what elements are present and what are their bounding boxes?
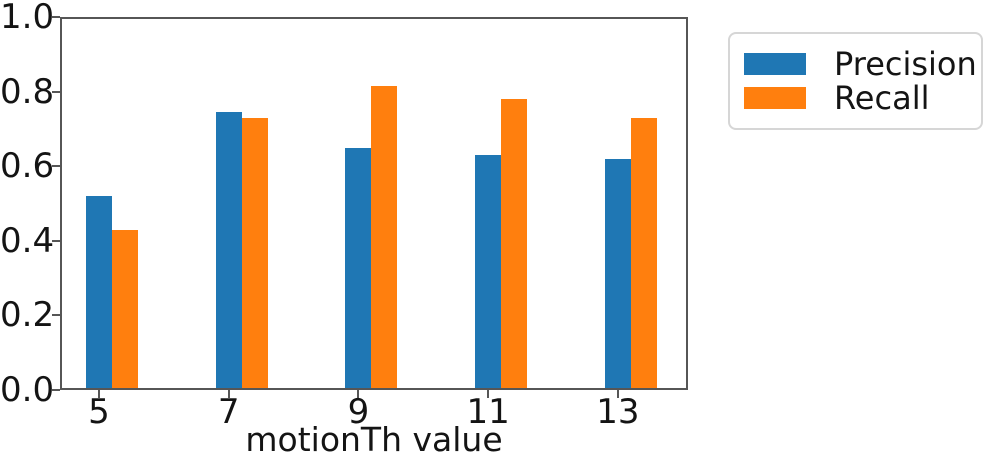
bar-recall-11 — [501, 99, 528, 390]
recall-legend-swatch — [744, 87, 806, 109]
y-tick-label: 0.2 — [0, 295, 55, 336]
precision-legend-label: Precision — [834, 45, 977, 83]
x-tick-label: 5 — [88, 392, 110, 432]
y-tick-mark — [52, 165, 60, 168]
y-tick-mark — [52, 16, 60, 18]
x-tick-label: 9 — [347, 392, 370, 432]
y-tick-label: 0.8 — [0, 71, 55, 112]
x-axis-title: motionTh value — [245, 420, 503, 459]
y-tick-mark — [52, 90, 60, 93]
legend: Precision Recall — [728, 32, 983, 130]
y-tick-label: 0.0 — [0, 370, 55, 410]
y-tick-mark — [52, 239, 60, 242]
x-tick-mark — [616, 390, 619, 398]
x-tick-mark — [227, 390, 230, 398]
x-tick-mark — [97, 390, 100, 398]
bar-precision-11 — [475, 155, 502, 390]
recall-legend-label: Recall — [834, 79, 930, 117]
y-tick-label: 1.0 — [0, 0, 55, 37]
x-tick-label: 7 — [217, 392, 240, 432]
x-tick-mark — [487, 390, 490, 398]
y-tick-label: 0.4 — [0, 220, 55, 261]
bar-precision-7 — [215, 112, 242, 390]
bar-recall-5 — [111, 229, 138, 390]
y-tick-label: 0.6 — [0, 146, 55, 187]
bar-recall-7 — [241, 117, 268, 390]
legend-row-recall: Recall — [744, 81, 967, 115]
precision-legend-swatch — [744, 53, 806, 75]
bar-precision-5 — [85, 196, 112, 390]
x-tick-label: 11 — [466, 392, 510, 432]
y-tick-mark — [52, 314, 60, 317]
legend-row-precision: Precision — [744, 47, 977, 81]
x-tick-label: 13 — [596, 392, 640, 432]
bar-recall-9 — [371, 86, 398, 390]
bar-precision-9 — [345, 147, 372, 390]
x-tick-mark — [357, 390, 360, 398]
y-tick-mark — [52, 389, 60, 391]
bar-precision-13 — [604, 158, 631, 390]
bar-recall-13 — [630, 117, 657, 390]
